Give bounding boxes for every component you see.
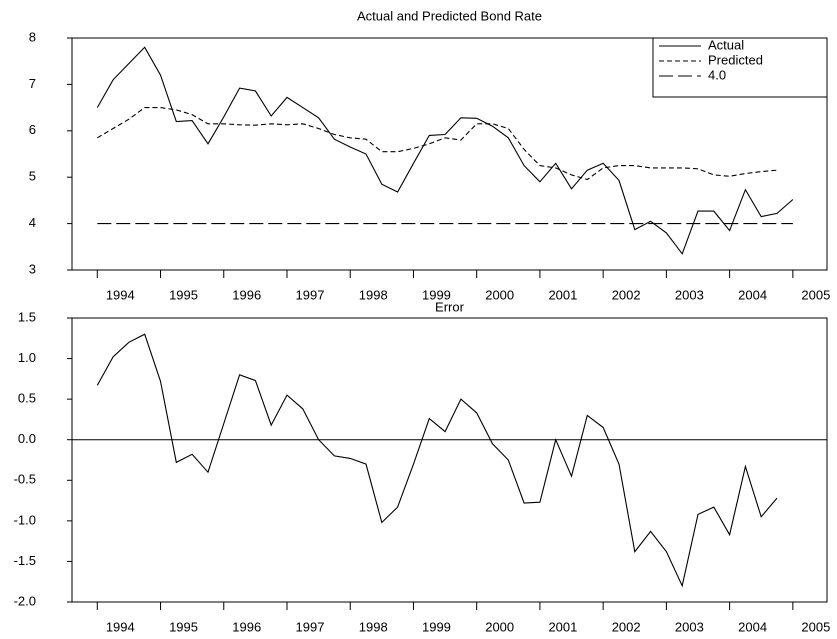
y-tick-label: 8: [29, 29, 36, 44]
x-tick-label: 1994: [106, 619, 135, 634]
x-tick-label: 1997: [296, 287, 325, 302]
x-tick-label: 1998: [359, 619, 388, 634]
x-tick-label: 2002: [612, 619, 641, 634]
x-tick-label: 1998: [359, 287, 388, 302]
plot-frame: [71, 317, 828, 603]
x-tick-label: 1996: [232, 287, 261, 302]
y-tick-label: 4: [29, 215, 36, 230]
x-tick-label: 2002: [612, 287, 641, 302]
chart-title: Actual and Predicted Bond Rate: [357, 8, 542, 23]
series-line: [96, 46, 794, 255]
y-tick-label: -1.5: [14, 553, 36, 568]
legend-box: [652, 37, 828, 98]
x-tick-label: 2001: [548, 619, 577, 634]
y-tick-label: 0.0: [18, 431, 36, 446]
y-tick-label: 1.5: [18, 309, 36, 324]
x-tick-label: 1999: [422, 287, 451, 302]
x-tick-label: 1995: [169, 619, 198, 634]
x-tick-label: 2005: [801, 287, 830, 302]
x-tick-label: 2000: [485, 287, 514, 302]
x-tick-label: 2003: [675, 287, 704, 302]
x-tick-label: 2000: [485, 619, 514, 634]
y-tick-label: 7: [29, 76, 36, 91]
y-tick-label: 0.5: [18, 391, 36, 406]
x-tick-label: 2004: [738, 287, 767, 302]
x-tick-label: 1999: [422, 619, 451, 634]
y-tick-label: 3: [29, 261, 36, 276]
series-line: [97, 107, 778, 181]
x-tick-label: 1994: [106, 287, 135, 302]
x-tick-label: 2003: [675, 619, 704, 634]
y-tick-label: -0.5: [14, 472, 36, 487]
x-tick-label: 1996: [232, 619, 261, 634]
y-tick-label: 1.0: [18, 350, 36, 365]
legend-label: 4.0: [708, 67, 726, 82]
legend-label: Actual: [708, 37, 744, 52]
x-tick-label: 1995: [169, 287, 198, 302]
x-tick-label: 2004: [738, 619, 767, 634]
y-tick-label: -1.0: [14, 512, 36, 527]
y-tick-label: -2.0: [14, 593, 36, 608]
y-tick-label: 5: [29, 169, 36, 184]
plot-frame: [71, 37, 828, 271]
x-tick-label: 2005: [801, 619, 830, 634]
series-line: [96, 333, 778, 588]
x-tick-label: 1997: [296, 619, 325, 634]
x-tick-label: 2001: [548, 287, 577, 302]
chart-title: Error: [435, 299, 465, 314]
legend-label: Predicted: [708, 52, 763, 67]
y-tick-label: 6: [29, 122, 36, 137]
